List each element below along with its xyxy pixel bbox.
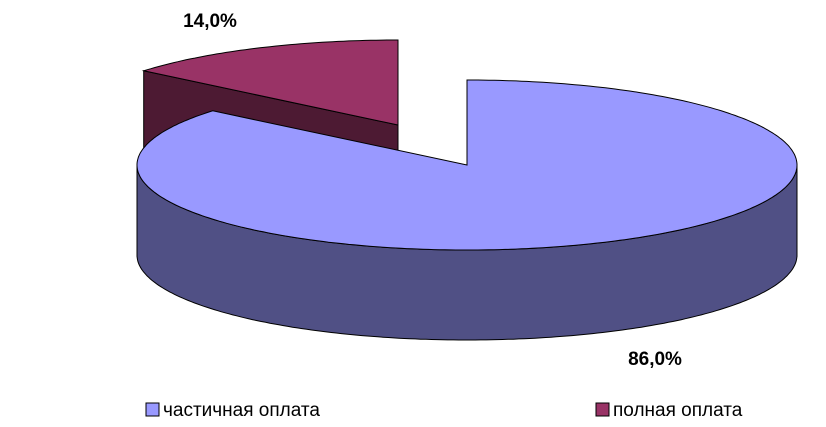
value-label: 86,0% [628, 349, 682, 370]
legend-label: полная оплата [613, 400, 743, 421]
legend-label: частичная оплата [163, 400, 320, 421]
value-label: 14,0% [183, 11, 237, 32]
slice [136, 79, 798, 251]
slice [141, 39, 399, 126]
legend-swatch [595, 402, 610, 417]
legend-swatch [145, 402, 160, 417]
